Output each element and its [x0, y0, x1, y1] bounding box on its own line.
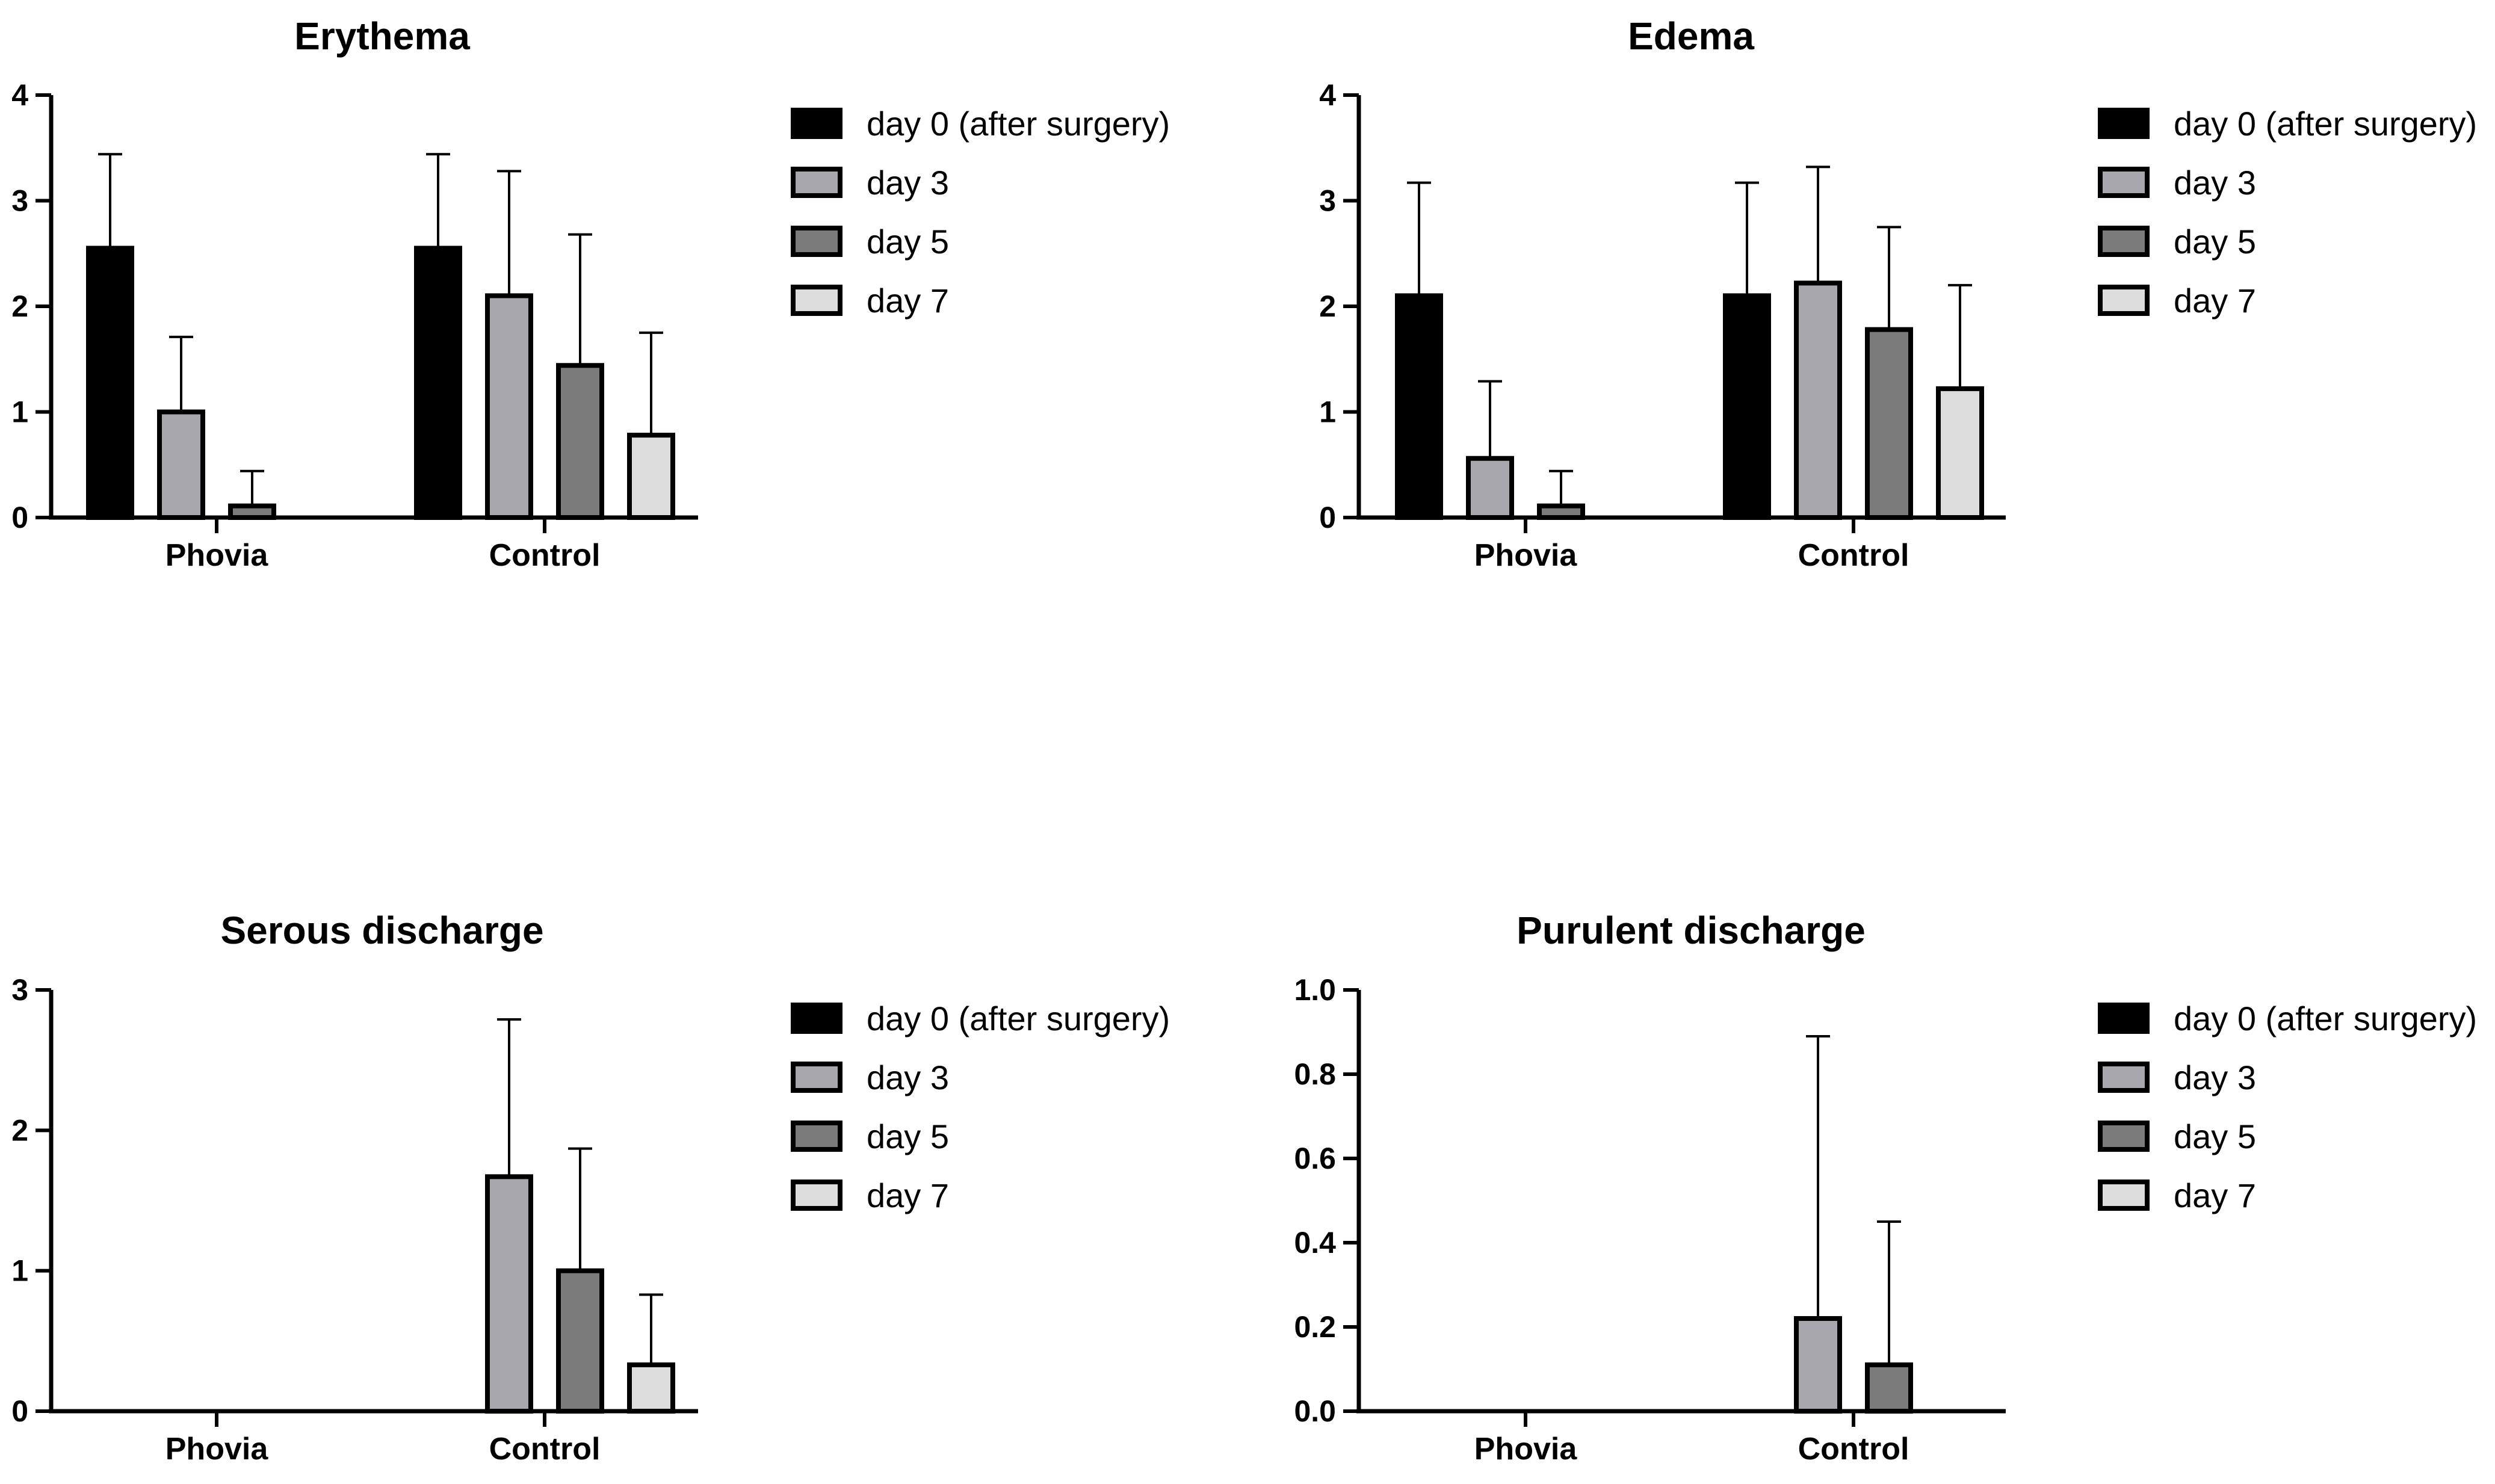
- y-tick-label: 2: [11, 289, 28, 323]
- y-tick-label: 2: [11, 1113, 28, 1147]
- legend-swatch: [2098, 167, 2150, 198]
- legend-swatch: [2098, 226, 2150, 257]
- chart-title: Purulent discharge: [1516, 909, 1866, 952]
- legend-label: day 3: [867, 164, 949, 202]
- legend: day 0 (after surgery) day 3 day 5 day 7: [2098, 1000, 2477, 1214]
- legend-label: day 0 (after surgery): [2174, 105, 2477, 143]
- bar: [627, 1362, 675, 1414]
- legend-label: day 7: [2174, 282, 2256, 320]
- y-tick-label: 3: [1319, 184, 1336, 218]
- chart-panel: Erythema 0 1 2 3 4 Phovia Control day 0 (after s…: [11, 14, 1170, 573]
- chart-panel: Purulent discharge 0.0 0.2 0.4 0.6 0.8 1.0 Phov…: [1294, 909, 2477, 1467]
- bar: [1794, 1316, 1842, 1414]
- bar: [556, 363, 604, 521]
- bar: [86, 246, 134, 520]
- legend-label: day 5: [867, 223, 949, 261]
- legend-swatch: [791, 1179, 842, 1211]
- y-tick-label: 0: [11, 501, 28, 534]
- legend-swatch: [791, 226, 842, 257]
- chart-title: Erythema: [294, 14, 470, 58]
- legend-label: day 0 (after surgery): [2174, 1000, 2477, 1037]
- legend-swatch: [2098, 108, 2150, 139]
- x-category-label: Control: [1798, 1432, 1909, 1467]
- legend-swatch: [791, 1003, 842, 1034]
- y-tick-label: 1: [11, 1254, 28, 1288]
- legend-label: day 7: [2174, 1176, 2256, 1214]
- legend-label: day 5: [2174, 223, 2256, 261]
- legend-swatch: [2098, 285, 2150, 316]
- chart-panel: Edema 0 1 2 3 4 Phovia Control day 0 (after surg…: [1319, 14, 2477, 573]
- y-tick-label: 3: [11, 184, 28, 218]
- legend-swatch: [791, 1062, 842, 1093]
- y-tick-label: 0.4: [1294, 1226, 1336, 1260]
- y-tick-label: 4: [11, 78, 28, 112]
- chart-title: Serous discharge: [220, 909, 543, 952]
- legend-swatch: [2098, 1003, 2150, 1034]
- legend-swatch: [2098, 1062, 2150, 1093]
- bar: [1466, 456, 1514, 520]
- bar: [1936, 386, 1984, 521]
- y-tick-label: 0.8: [1294, 1057, 1336, 1091]
- legend-label: day 7: [867, 282, 949, 320]
- chart-panel: Serous discharge 0 1 2 3 Phovia Control day 0 (…: [11, 909, 1170, 1467]
- x-category-label: Control: [489, 1432, 601, 1467]
- legend-label: day 7: [867, 1176, 949, 1214]
- legend-label: day 5: [2174, 1118, 2256, 1155]
- y-tick-label: 0.2: [1294, 1310, 1336, 1344]
- y-tick-label: 4: [1319, 78, 1336, 112]
- y-tick-label: 1: [11, 395, 28, 429]
- x-category-label: Phovia: [165, 538, 269, 573]
- bar: [485, 1174, 533, 1414]
- legend: day 0 (after surgery) day 3 day 5 day 7: [791, 1000, 1170, 1214]
- legend-swatch: [791, 285, 842, 316]
- chart-title: Edema: [1628, 14, 1754, 58]
- y-tick-label: 3: [11, 973, 28, 1007]
- bar: [1865, 327, 1913, 520]
- legend-label: day 3: [2174, 164, 2256, 202]
- bar: [1865, 1362, 1913, 1414]
- y-tick-label: 2: [1319, 289, 1336, 323]
- bar: [414, 246, 462, 520]
- y-tick-label: 0.6: [1294, 1142, 1336, 1175]
- legend-label: day 5: [867, 1118, 949, 1155]
- legend-swatch: [791, 108, 842, 139]
- bar: [485, 293, 533, 520]
- legend-label: day 0 (after surgery): [867, 1000, 1170, 1037]
- bar: [1794, 280, 1842, 520]
- legend: day 0 (after surgery) day 3 day 5 day 7: [2098, 105, 2477, 320]
- y-tick-label: 0: [11, 1394, 28, 1428]
- bar: [1723, 293, 1771, 520]
- bar: [627, 433, 675, 520]
- y-tick-label: 1.0: [1294, 973, 1336, 1007]
- y-tick-label: 0: [1319, 501, 1336, 534]
- x-category-label: Phovia: [1474, 538, 1578, 573]
- legend-label: day 0 (after surgery): [867, 105, 1170, 143]
- legend-swatch: [2098, 1121, 2150, 1152]
- x-category-label: Phovia: [1474, 1432, 1578, 1467]
- x-category-label: Phovia: [165, 1432, 269, 1467]
- bar: [157, 409, 205, 520]
- y-tick-label: 1: [1319, 395, 1336, 429]
- bar: [1395, 293, 1443, 520]
- x-category-label: Control: [1798, 538, 1909, 573]
- legend: day 0 (after surgery) day 3 day 5 day 7: [791, 105, 1170, 320]
- legend-swatch: [791, 1121, 842, 1152]
- legend-swatch: [791, 167, 842, 198]
- x-category-label: Control: [489, 538, 601, 573]
- legend-label: day 3: [2174, 1059, 2256, 1096]
- legend-swatch: [2098, 1179, 2150, 1211]
- bar: [556, 1268, 604, 1414]
- legend-label: day 3: [867, 1059, 949, 1096]
- y-tick-label: 0.0: [1294, 1394, 1336, 1428]
